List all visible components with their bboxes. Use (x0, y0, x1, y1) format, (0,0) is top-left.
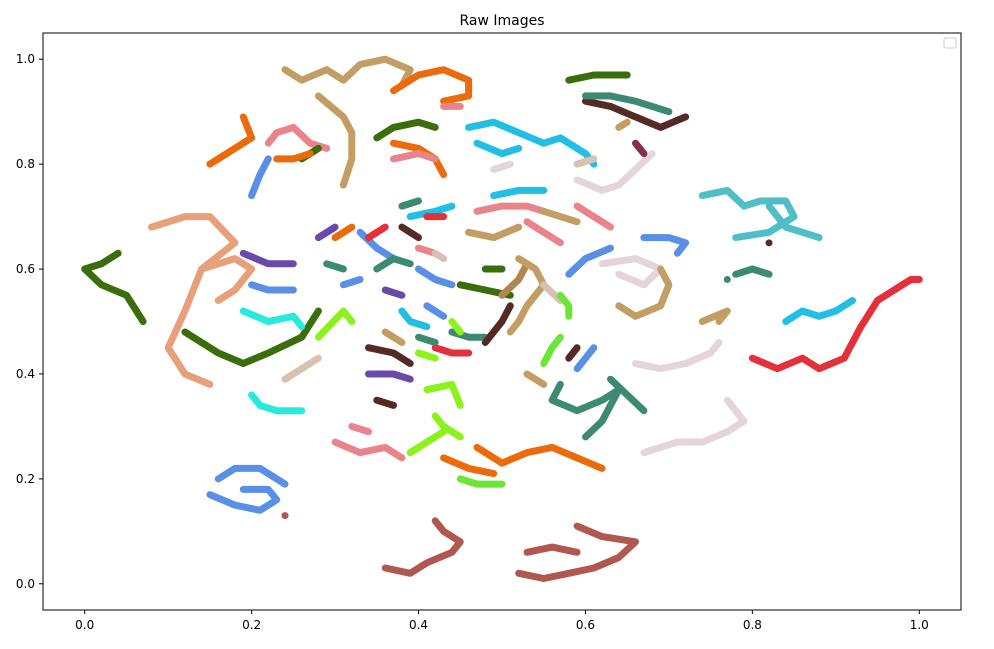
y-tick-label: 1.0 (16, 52, 35, 66)
y-tick-label: 0.6 (16, 262, 35, 276)
x-tick-label: 0.4 (409, 618, 428, 632)
y-axis-ticks: 0.0 0.2 0.4 0.6 0.8 1.0 (16, 52, 43, 591)
x-tick-label: 0.0 (75, 618, 94, 632)
data-trail-104 (327, 264, 344, 269)
data-trail-101 (419, 353, 436, 358)
x-tick-label: 0.2 (242, 618, 261, 632)
data-trail-23 (619, 122, 627, 127)
y-tick-label: 0.0 (16, 577, 35, 591)
data-trail-83 (577, 159, 594, 164)
data-trail-103 (435, 253, 443, 258)
data-trail-41 (282, 512, 289, 519)
x-tick-label: 0.6 (576, 618, 595, 632)
data-trail-26 (766, 239, 773, 246)
y-tick-label: 0.2 (16, 472, 35, 486)
x-tick-label: 1.0 (910, 618, 929, 632)
chart-title: Raw Images (459, 13, 544, 29)
y-tick-label: 0.4 (16, 367, 35, 381)
x-axis-ticks: 0.0 0.2 0.4 0.6 0.8 1.0 (75, 610, 929, 632)
data-trail-61 (377, 400, 394, 405)
y-tick-label: 0.8 (16, 157, 35, 171)
data-trail-87 (402, 201, 419, 206)
legend-box (944, 38, 956, 48)
x-tick-label: 0.8 (743, 618, 762, 632)
data-trail-28 (724, 276, 731, 283)
